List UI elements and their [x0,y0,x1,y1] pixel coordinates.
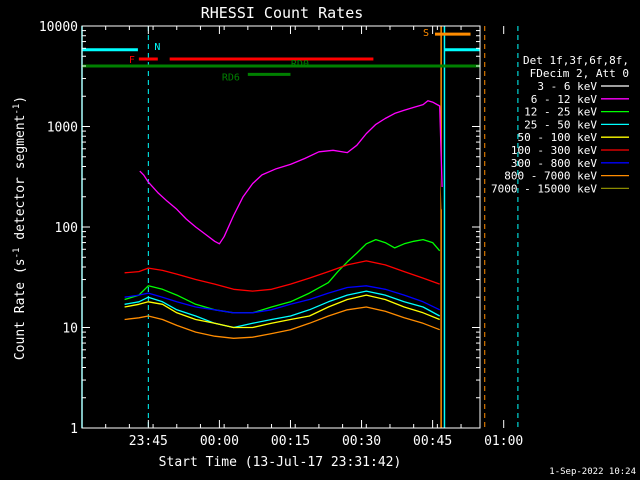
y-tick-label: 1000 [47,121,78,136]
series-line-50-100-kev [124,294,440,329]
legend-label: 300 - 800 keV [511,157,597,170]
legend-label: 50 - 100 keV [518,131,598,144]
legend-label: 12 - 25 keV [524,106,597,119]
x-tick-label: 00:15 [271,434,310,449]
footer-date: 1-Sep-2022 10:24 [549,467,636,477]
axis-ticks: 23:45 00:00 00:15 00:30 00:45 01:00 1 10 100 1000… [39,20,523,449]
annotation-label-s: S [423,28,429,39]
legend-header-line: Det 1f,3f,6f,8f, [523,54,629,67]
series-line-25-50-kev [124,290,441,329]
series-line-100-300-kev [124,260,440,292]
legend-header-line: FDecim 2, Att 0 [530,67,629,80]
series-line-6-12-kev [139,100,443,245]
series-line-800-7000-kev [124,306,440,339]
series-line-12-25-kev [124,238,441,314]
chart-title: RHESSI Count Rates [201,4,364,22]
x-tick-label: 00:00 [200,434,239,449]
y-tick-label: 100 [55,221,78,236]
x-tick-label: 00:30 [342,434,381,449]
series-line-300-800-kev [124,285,440,314]
annotation-label-rd0: RD0 [291,59,309,70]
legend-label: 7000 - 15000 keV [491,182,597,195]
annotation-label-n: N [154,42,160,53]
y-tick-label: 1 [70,422,78,437]
y-tick-label: 10 [62,322,78,337]
legend-label: 6 - 12 keV [531,93,598,106]
legend-label: 800 - 7000 keV [504,170,597,183]
x-tick-label: 23:45 [129,434,168,449]
y-tick-label: 10000 [39,20,78,35]
x-axis-label: Start Time (13-Jul-17 23:31:42) [159,455,402,470]
legend-label: 3 - 6 keV [537,80,597,93]
legend-label: 25 - 50 keV [524,118,597,131]
x-tick-label: 01:00 [484,434,523,449]
x-tick-label: 00:45 [413,434,452,449]
series-line-3-6-kev [124,127,443,210]
legend-label: 100 - 300 keV [511,144,597,157]
legend: Det 1f,3f,6f,8f,FDecim 2, Att 03 - 6 keV… [491,54,629,195]
annotation-label-f: F [129,55,135,66]
annotation-label-rd6: RD6 [222,72,240,83]
plot-area: N F RD0 RD6 S [81,26,519,428]
y-axis-label: Count Rate (s-1 detector segment-1) [12,96,28,360]
